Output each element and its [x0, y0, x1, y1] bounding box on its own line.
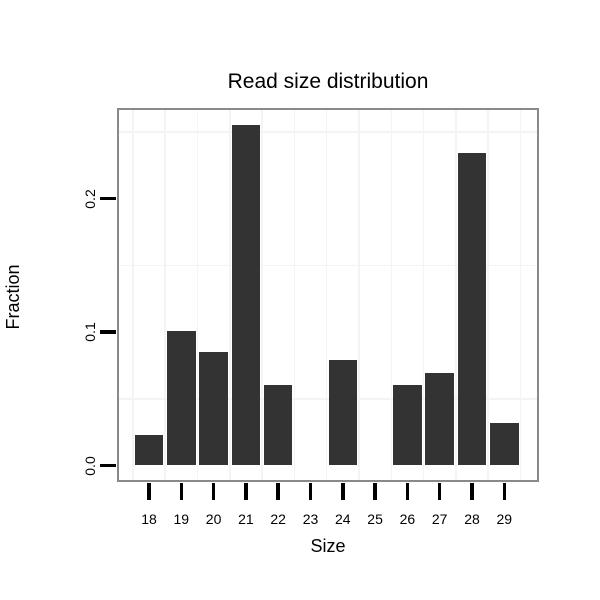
gridline-vertical: [261, 110, 263, 480]
gridline-vertical: [358, 110, 360, 480]
x-tick-label: 27: [431, 511, 448, 527]
gridline-horizontal: [119, 398, 537, 400]
x-tick-label: 20: [205, 511, 222, 527]
bar-21: [231, 125, 261, 466]
x-tick-mark: [244, 483, 248, 500]
x-tick-mark: [211, 483, 216, 500]
gridline-vertical: [293, 110, 296, 480]
y-tick-mark: [100, 196, 116, 201]
x-tick-mark: [470, 483, 474, 500]
x-tick-label: 19: [173, 511, 190, 527]
bar-27: [425, 373, 454, 466]
gridline-vertical: [325, 110, 328, 480]
gridline-vertical: [390, 110, 392, 480]
y-axis-title: Fraction: [3, 264, 23, 330]
x-tick-mark: [308, 483, 313, 500]
gridline-vertical: [229, 110, 231, 480]
bar-22: [263, 385, 293, 466]
y-tick-mark: [100, 330, 116, 334]
x-tick-label: 25: [367, 511, 383, 527]
gridline-vertical: [132, 110, 134, 480]
gridline-vertical: [196, 110, 199, 480]
x-tick-mark: [405, 483, 410, 500]
bar-26: [393, 385, 422, 466]
y-tick-label: 0.1: [82, 322, 98, 342]
x-tick-label: 28: [464, 511, 480, 527]
gridline-horizontal: [119, 264, 537, 266]
bar-28: [457, 153, 487, 466]
x-tick-label: 21: [238, 511, 254, 527]
bar-24: [328, 360, 358, 466]
x-tick-label: 26: [399, 511, 416, 527]
x-tick-mark: [437, 483, 442, 500]
y-tick-label: 0.2: [82, 188, 98, 209]
bar-29: [490, 422, 519, 466]
gridline-vertical: [164, 110, 166, 480]
bar-18: [134, 434, 164, 466]
gridline-vertical: [487, 110, 489, 480]
gridline-horizontal: [119, 131, 537, 133]
chart-title: Read size distribution: [227, 70, 429, 93]
x-tick-label: 22: [270, 511, 286, 527]
x-tick-label: 18: [141, 511, 157, 527]
x-tick-label: 29: [496, 511, 513, 527]
y-tick-mark: [100, 463, 116, 468]
bar-19: [167, 330, 196, 466]
gridline-vertical: [422, 110, 425, 480]
x-tick-mark: [502, 483, 507, 500]
gridline-vertical: [455, 110, 457, 480]
x-tick-label: 23: [302, 511, 319, 527]
gridline-vertical: [519, 110, 522, 480]
x-tick-mark: [179, 483, 184, 500]
x-axis-title: Size: [310, 536, 346, 556]
bar-20: [199, 352, 228, 466]
x-tick-mark: [341, 483, 345, 500]
x-tick-mark: [373, 483, 377, 500]
x-tick-mark: [276, 483, 280, 500]
x-tick-mark: [147, 483, 151, 500]
y-tick-label: 0.0: [82, 455, 98, 476]
x-tick-label: 24: [335, 511, 351, 527]
